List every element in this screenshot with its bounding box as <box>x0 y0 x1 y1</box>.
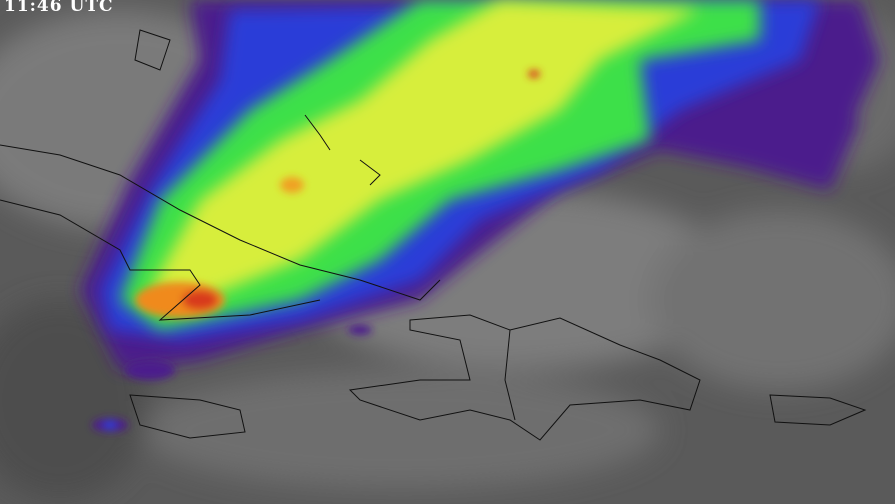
florida-keys-outline <box>134 29 171 71</box>
bahamas-island <box>359 159 381 186</box>
storm-band-yellow <box>150 0 700 300</box>
cuba-coastline <box>0 144 441 301</box>
timestamp-label: 11:46 UTC <box>4 0 114 16</box>
puerto-rico-coastline <box>769 394 867 426</box>
jamaica-coastline <box>129 394 246 439</box>
haiti-dr-border <box>504 329 516 421</box>
hispaniola-coastline <box>348 314 701 441</box>
bahamas-island <box>304 114 331 151</box>
coastlines <box>0 29 867 441</box>
cuba-south-coastline <box>0 199 321 321</box>
storm-core-orange <box>135 70 540 318</box>
scattered-cells <box>92 325 372 432</box>
